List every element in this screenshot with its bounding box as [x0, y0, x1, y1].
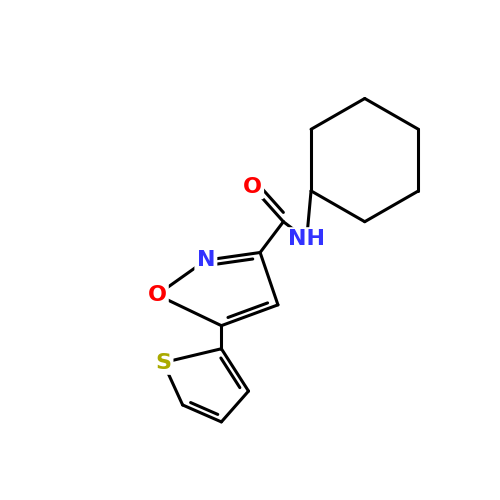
Text: N: N: [196, 250, 215, 270]
Text: O: O: [243, 177, 262, 197]
Text: N: N: [196, 250, 215, 270]
Text: S: S: [155, 352, 171, 372]
Text: O: O: [148, 285, 167, 305]
Text: NH: NH: [288, 230, 325, 250]
Text: O: O: [243, 177, 262, 197]
Text: NH: NH: [288, 230, 325, 250]
Text: S: S: [155, 352, 171, 372]
Text: O: O: [148, 285, 167, 305]
